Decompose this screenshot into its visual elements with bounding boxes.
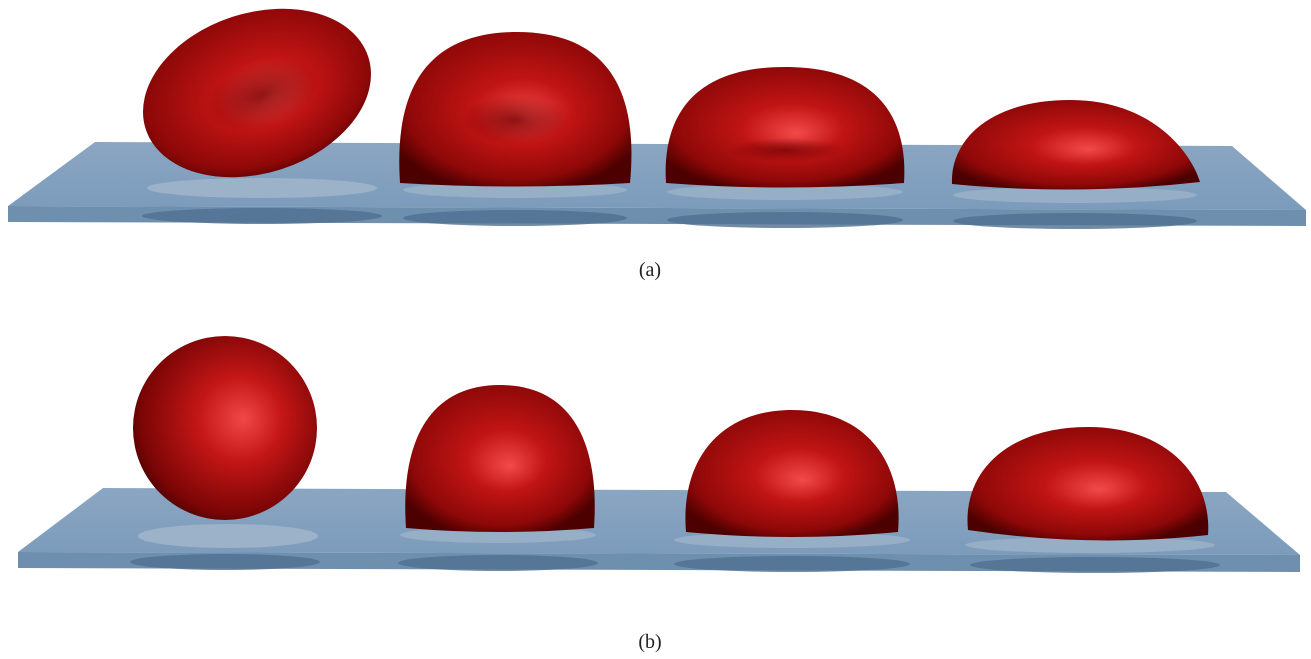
reflection bbox=[667, 212, 903, 228]
cell bbox=[967, 427, 1209, 541]
shadow bbox=[138, 524, 318, 548]
shadow bbox=[147, 178, 377, 198]
cell bbox=[951, 100, 1200, 190]
shadow bbox=[674, 532, 910, 548]
shadow bbox=[403, 182, 627, 198]
cell-dimple bbox=[460, 96, 570, 144]
shadow bbox=[953, 187, 1197, 203]
reflection bbox=[398, 555, 598, 571]
shadow bbox=[667, 184, 903, 200]
cell bbox=[665, 67, 905, 188]
cell bbox=[133, 336, 317, 520]
panel-b: (b) bbox=[18, 336, 1300, 653]
reflection bbox=[953, 213, 1197, 229]
cell-dimple bbox=[725, 138, 845, 162]
reflection bbox=[142, 208, 382, 224]
reflection bbox=[970, 557, 1220, 573]
cell bbox=[685, 410, 899, 537]
reflection bbox=[130, 554, 320, 570]
panel-label: (b) bbox=[638, 631, 661, 653]
reflection bbox=[403, 210, 627, 226]
panel-a: (a) bbox=[8, 8, 1306, 281]
cell bbox=[405, 385, 595, 532]
shadow bbox=[965, 537, 1215, 553]
cell-dimple bbox=[204, 59, 320, 131]
panel-label: (a) bbox=[639, 259, 661, 281]
reflection bbox=[674, 556, 910, 572]
